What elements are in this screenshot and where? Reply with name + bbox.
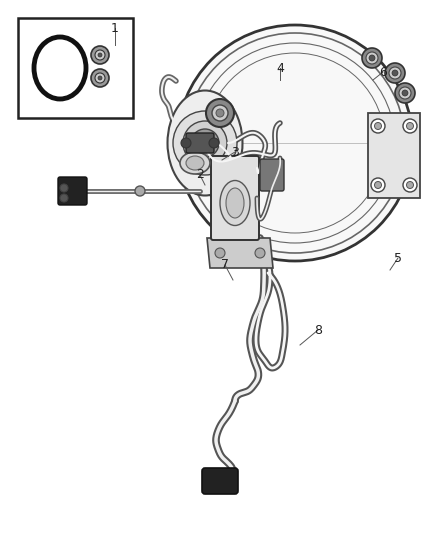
Text: 5: 5 [394,252,402,264]
Circle shape [173,111,237,175]
Circle shape [215,248,225,258]
Polygon shape [207,238,273,268]
Circle shape [406,182,413,189]
Circle shape [374,123,381,130]
Circle shape [389,67,401,79]
Circle shape [216,109,224,117]
Circle shape [60,194,68,202]
Text: 2: 2 [196,168,204,182]
FancyBboxPatch shape [211,156,259,240]
Circle shape [177,25,413,261]
Circle shape [385,63,405,83]
Circle shape [91,46,109,64]
Circle shape [98,76,102,80]
Polygon shape [368,113,420,198]
Bar [18,18,133,118]
Circle shape [209,138,219,148]
Circle shape [183,121,227,165]
Ellipse shape [180,152,210,174]
FancyBboxPatch shape [202,468,238,494]
Circle shape [98,53,102,57]
Ellipse shape [226,188,244,218]
Circle shape [362,48,382,68]
Text: 3: 3 [231,146,239,158]
Circle shape [95,73,105,83]
Text: 4: 4 [276,61,284,75]
Circle shape [366,52,378,64]
Circle shape [402,90,408,96]
Circle shape [181,138,191,148]
Text: 8: 8 [314,324,322,336]
Circle shape [374,182,381,189]
FancyBboxPatch shape [58,177,87,205]
Circle shape [406,123,413,130]
Ellipse shape [34,37,86,99]
Text: 7: 7 [221,259,229,271]
Circle shape [212,105,228,121]
Circle shape [198,136,212,150]
Circle shape [255,248,265,258]
Circle shape [403,178,417,192]
Ellipse shape [220,181,250,225]
Circle shape [95,50,105,60]
Circle shape [206,99,234,127]
FancyBboxPatch shape [186,133,214,153]
Circle shape [191,129,219,157]
Circle shape [135,186,145,196]
Text: 6: 6 [379,66,387,78]
Circle shape [399,87,411,99]
Circle shape [371,178,385,192]
Ellipse shape [186,156,204,170]
Text: 1: 1 [111,21,119,35]
Circle shape [395,83,415,103]
FancyBboxPatch shape [260,159,284,191]
Circle shape [403,119,417,133]
Circle shape [369,55,375,61]
Circle shape [392,70,398,76]
Circle shape [91,69,109,87]
Circle shape [371,119,385,133]
Circle shape [60,184,68,192]
Ellipse shape [167,91,243,196]
